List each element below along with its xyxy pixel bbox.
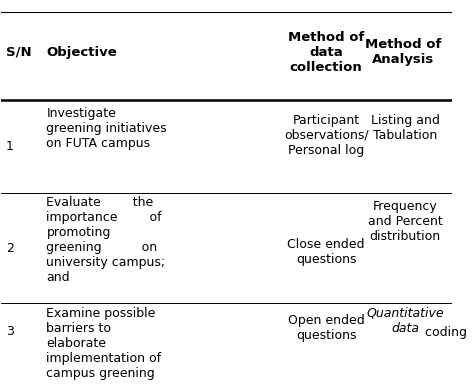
Text: Close ended
questions: Close ended questions <box>287 237 365 265</box>
Text: Investigate
greening initiatives
on FUTA campus: Investigate greening initiatives on FUTA… <box>46 107 167 150</box>
Text: Frequency
and Percent
distribution: Frequency and Percent distribution <box>368 200 442 243</box>
Text: 1: 1 <box>6 140 14 153</box>
Text: Examine possible
barriers to
elaborate
implementation of
campus greening: Examine possible barriers to elaborate i… <box>46 307 162 380</box>
Text: Listing and
Tabulation: Listing and Tabulation <box>371 114 439 142</box>
Text: Quantitative
data: Quantitative data <box>366 307 444 335</box>
Text: Evaluate        the
importance        of
promoting
greening          on
universi: Evaluate the importance of promoting gre… <box>46 196 165 284</box>
Text: Participant
observations/
Personal log: Participant observations/ Personal log <box>284 114 368 157</box>
Text: Method of
Analysis: Method of Analysis <box>365 38 441 66</box>
Text: 2: 2 <box>6 241 14 255</box>
Text: coding: coding <box>421 326 467 339</box>
Text: S/N: S/N <box>6 46 32 59</box>
Text: Method of
data
collection: Method of data collection <box>288 31 364 74</box>
Text: Open ended
questions: Open ended questions <box>288 314 365 342</box>
Text: 3: 3 <box>6 325 14 338</box>
Text: Objective: Objective <box>46 46 117 59</box>
